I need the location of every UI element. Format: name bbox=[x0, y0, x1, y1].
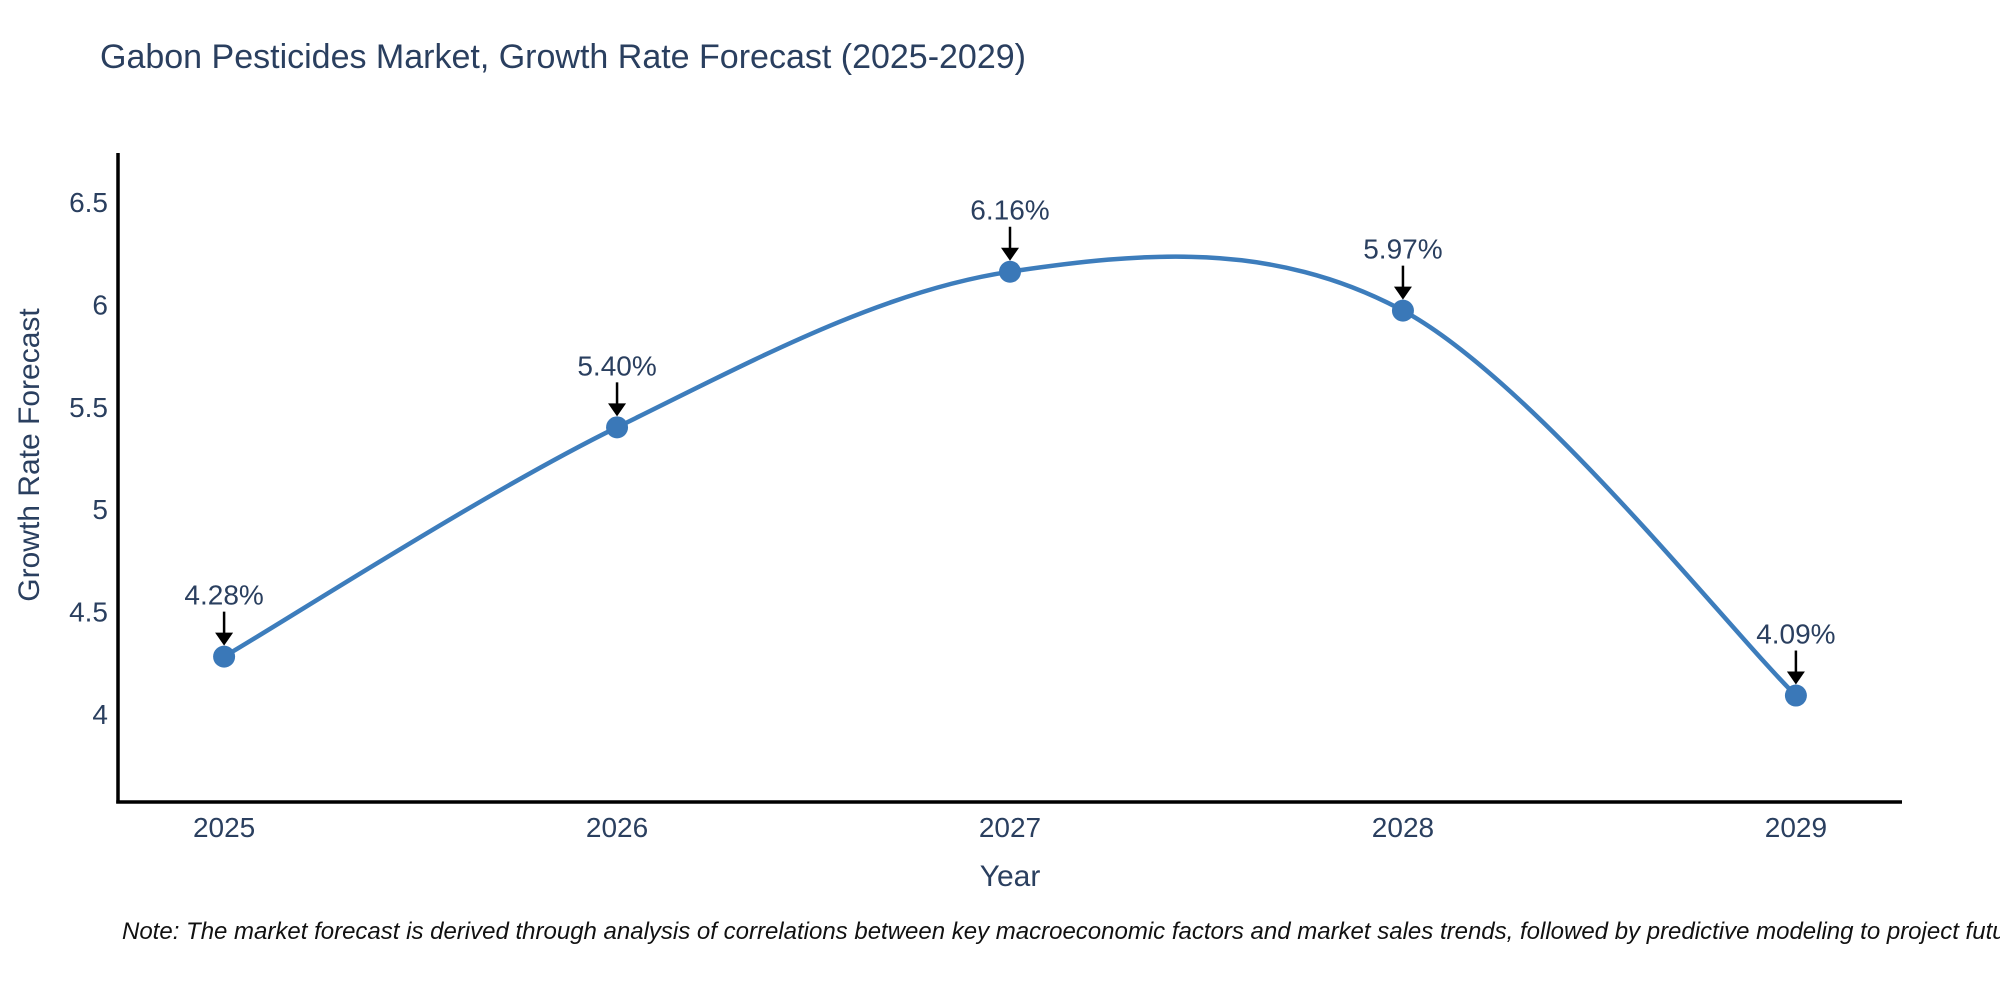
data-point-label: 5.97% bbox=[1363, 234, 1442, 265]
data-point[interactable] bbox=[999, 260, 1021, 283]
data-point[interactable] bbox=[1784, 684, 1807, 707]
x-tick-label: 2027 bbox=[979, 812, 1041, 843]
x-tick-label: 2026 bbox=[586, 812, 648, 843]
chart-title: Gabon Pesticides Market, Growth Rate For… bbox=[100, 38, 1026, 76]
annotation-arrowhead bbox=[1001, 247, 1019, 261]
y-tick-label: 6.5 bbox=[69, 187, 108, 218]
annotation-arrowhead bbox=[608, 403, 627, 417]
x-tick-label: 2029 bbox=[1765, 812, 1827, 843]
y-tick-label: 4 bbox=[92, 699, 108, 730]
x-tick-label: 2025 bbox=[193, 812, 255, 843]
x-axis-title: Year bbox=[979, 860, 1041, 893]
data-point-label: 5.40% bbox=[577, 350, 656, 381]
x-tick-label: 2028 bbox=[1372, 812, 1434, 843]
data-point[interactable] bbox=[606, 416, 629, 439]
footnote: Note: The market forecast is derived thr… bbox=[122, 918, 2000, 945]
y-tick-label: 4.5 bbox=[69, 597, 108, 628]
data-point[interactable] bbox=[213, 645, 236, 668]
trend-line bbox=[221, 254, 1799, 698]
data-point-label: 6.16% bbox=[970, 195, 1049, 226]
data-point[interactable] bbox=[1391, 299, 1414, 322]
data-point-label: 4.28% bbox=[184, 580, 263, 611]
data-point-label: 4.09% bbox=[1756, 619, 1835, 650]
annotation-arrowhead bbox=[1786, 671, 1805, 685]
y-tick-label: 5 bbox=[92, 494, 108, 525]
y-tick-label: 6 bbox=[92, 290, 108, 321]
annotation-arrowhead bbox=[1393, 286, 1412, 300]
y-tick-label: 5.5 bbox=[69, 392, 108, 423]
annotation-arrowhead bbox=[215, 632, 234, 646]
